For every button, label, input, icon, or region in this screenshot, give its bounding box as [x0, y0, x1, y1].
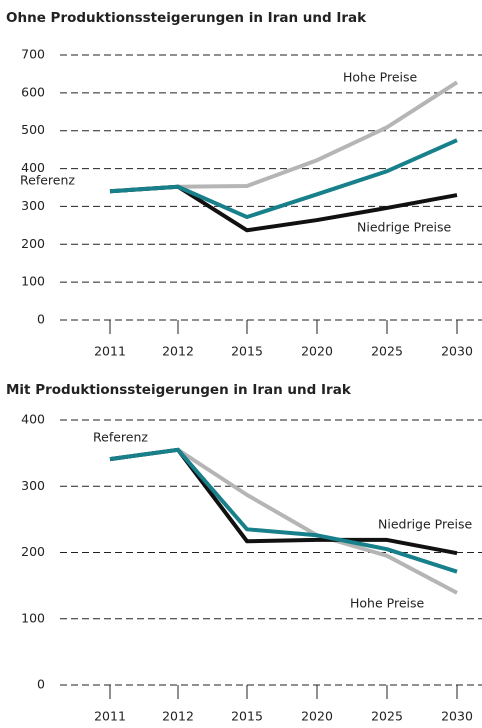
- x-tick-label: 2011: [94, 709, 126, 724]
- y-tick-label: 400: [21, 160, 45, 175]
- y-tick-label: 0: [37, 312, 45, 327]
- series-label: Referenz: [93, 430, 148, 445]
- y-tick-label: 300: [21, 198, 45, 213]
- x-tick-label: 2030: [441, 344, 473, 359]
- x-tick-label: 2025: [371, 344, 403, 359]
- y-tick-label: 100: [21, 274, 45, 289]
- series-line: [109, 80, 459, 194]
- y-tick-label: 100: [21, 610, 45, 625]
- y-tick-label: 0: [37, 677, 45, 692]
- series-line: [109, 447, 458, 556]
- x-tick-label: 2011: [94, 344, 126, 359]
- x-tick-label: 2012: [162, 344, 194, 359]
- series-line: [109, 447, 458, 574]
- y-tick-label: 200: [21, 544, 45, 559]
- series-label: Niedrige Preise: [357, 220, 452, 235]
- y-tick-label: 700: [21, 47, 45, 62]
- series-label: Hohe Preise: [343, 70, 417, 85]
- y-tick-label: 200: [21, 236, 45, 251]
- chart-title: Mit Produktionssteigerungen in Iran und …: [6, 382, 352, 398]
- x-tick-label: 2030: [441, 709, 473, 724]
- y-tick-label: 400: [21, 412, 45, 427]
- series-label: Niedrige Preise: [378, 517, 473, 532]
- y-tick-label: 300: [21, 478, 45, 493]
- x-tick-label: 2020: [301, 709, 333, 724]
- x-tick-label: 2012: [162, 709, 194, 724]
- x-tick-label: 2020: [301, 344, 333, 359]
- series-line: [109, 138, 458, 220]
- x-tick-label: 2015: [231, 344, 263, 359]
- series-label: Hohe Preise: [350, 596, 424, 611]
- series-label: Referenz: [20, 173, 75, 188]
- chart-title: Ohne Produktionssteigerungen in Iran und…: [6, 10, 367, 26]
- y-tick-label: 500: [21, 122, 45, 137]
- x-tick-label: 2015: [231, 709, 263, 724]
- x-tick-label: 2025: [371, 709, 403, 724]
- y-tick-label: 600: [21, 84, 45, 99]
